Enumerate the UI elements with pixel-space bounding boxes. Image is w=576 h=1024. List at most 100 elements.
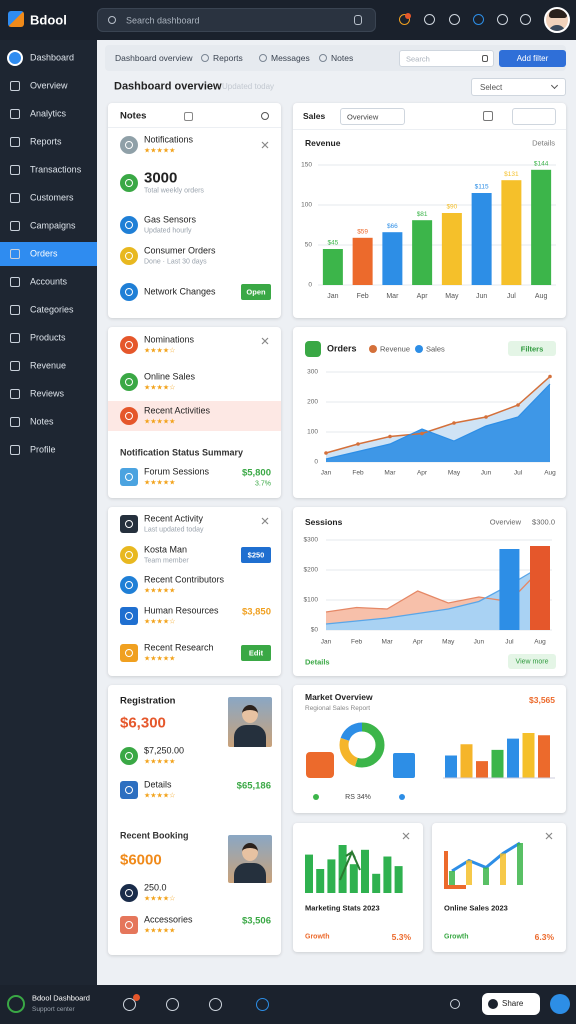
sidebar-item[interactable]: Transactions xyxy=(0,158,97,182)
sidebar: Dashboard Overview Analytics Reports Transac… xyxy=(0,40,97,985)
item-sub: ★★★★☆ xyxy=(144,384,176,392)
footer-icon[interactable] xyxy=(256,998,269,1011)
chart-title: Orders xyxy=(327,343,357,354)
item-badge[interactable]: Open xyxy=(241,284,271,300)
item-value: $5,800 xyxy=(241,467,271,479)
footer-icon[interactable] xyxy=(166,998,179,1011)
search-box[interactable]: Search dashboard xyxy=(97,8,376,32)
legend-label: Sales xyxy=(426,344,445,354)
sidebar-icon xyxy=(10,221,20,231)
card-header: Notes xyxy=(120,110,147,122)
card: Market Overview Regional Sales Report $3,5… xyxy=(293,685,566,813)
button-label: Share xyxy=(502,999,524,1008)
item-icon xyxy=(120,468,138,486)
top-icon[interactable] xyxy=(473,14,484,25)
top-icon[interactable] xyxy=(449,14,460,25)
sidebar-item[interactable]: Orders xyxy=(0,242,97,266)
filter-button[interactable]: Add filter xyxy=(499,50,566,67)
badge-label: Filters xyxy=(520,343,544,353)
item-badge[interactable]: $250 xyxy=(241,547,271,563)
item-icon xyxy=(120,576,138,594)
photo xyxy=(228,835,272,883)
sidebar-icon xyxy=(10,305,20,315)
sidebar-item[interactable]: Dashboard xyxy=(0,46,97,70)
sidebar-item[interactable]: Profile xyxy=(0,438,97,462)
sidebar-item[interactable]: Products xyxy=(0,326,97,350)
fab[interactable] xyxy=(550,994,570,1014)
chart-total: $3,565 xyxy=(529,694,555,705)
item-value: $3,506 xyxy=(241,915,271,927)
share-button[interactable]: Share xyxy=(482,993,540,1015)
footer-logo xyxy=(7,995,25,1013)
sidebar-item[interactable]: Overview xyxy=(0,74,97,98)
section-title: Recent Booking xyxy=(120,830,189,841)
item-title: Details xyxy=(144,779,172,790)
sidebar-label: Notes xyxy=(30,416,54,427)
sidebar-icon xyxy=(10,361,20,371)
tab[interactable]: Messages xyxy=(271,52,310,63)
top-icon[interactable] xyxy=(497,14,508,25)
item-title: Kosta Man xyxy=(144,544,188,555)
card: Nominations ★★★★☆ Online Sales ★★★★☆ Recent … xyxy=(108,327,281,498)
item-title: $6,300 xyxy=(120,714,166,732)
section-title: Notification Status Summary xyxy=(120,447,244,458)
brand: Bdool xyxy=(30,12,67,28)
tab[interactable]: Notes xyxy=(331,52,354,63)
divider xyxy=(108,127,281,128)
badge-label: $250 xyxy=(247,550,265,560)
footer-search[interactable] xyxy=(450,999,460,1009)
page-subtitle: Updated today xyxy=(222,82,275,91)
item-title: $7,250.00 xyxy=(144,745,185,756)
chart-badge[interactable]: Filters xyxy=(508,341,556,356)
sidebar-item[interactable]: Notes xyxy=(0,410,97,434)
card: Recent Activity Last updated today Kosta M… xyxy=(108,507,281,676)
sidebar-item[interactable]: Reviews xyxy=(0,382,97,406)
item-sub: Total weekly orders xyxy=(144,187,204,195)
sidebar-item[interactable]: Accounts xyxy=(0,270,97,294)
sidebar-item[interactable]: Reports xyxy=(0,130,97,154)
item-icon-glyph xyxy=(125,520,133,528)
sidebar-icon xyxy=(10,389,20,399)
chart-legend: Details xyxy=(532,138,555,148)
badge-label: Open xyxy=(246,287,266,297)
photo-body xyxy=(234,863,266,883)
top-icon[interactable] xyxy=(520,14,531,25)
item-icon xyxy=(120,216,138,234)
item-value: $3,850 xyxy=(241,606,271,618)
photo-head xyxy=(242,843,258,861)
photo-head xyxy=(242,705,258,723)
card: Sessions Overview $300.0 Details View more xyxy=(293,507,566,676)
sidebar-item[interactable]: Analytics xyxy=(0,102,97,126)
top-icon[interactable] xyxy=(399,14,410,25)
item-icon-glyph xyxy=(125,612,133,620)
tab[interactable]: Dashboard overview xyxy=(115,52,193,63)
footer-icon[interactable] xyxy=(123,998,136,1011)
footer-icon[interactable] xyxy=(209,998,222,1011)
chart-footer: Details xyxy=(305,657,330,667)
sidebar-item[interactable]: Customers xyxy=(0,186,97,210)
tab[interactable]: Reports xyxy=(213,52,243,63)
avatar[interactable] xyxy=(544,7,570,33)
sidebar-item[interactable]: Revenue xyxy=(0,354,97,378)
item-badge[interactable]: Edit xyxy=(241,645,271,661)
sidebar-item[interactable]: Categories xyxy=(0,298,97,322)
item-icon xyxy=(120,546,138,564)
item-icon-glyph xyxy=(125,412,133,420)
sidebar-label: Reviews xyxy=(30,388,65,399)
item-icon xyxy=(120,336,138,354)
chart-select[interactable]: Overview xyxy=(340,108,405,125)
filter-input[interactable]: Search xyxy=(399,50,494,67)
select[interactable]: Select xyxy=(471,78,566,96)
top-icon[interactable] xyxy=(424,14,435,25)
chart-button[interactable]: View more xyxy=(508,654,556,669)
chart-title: Market Overview xyxy=(305,691,373,702)
card-value: 6.3% xyxy=(534,931,554,942)
item-icon-glyph xyxy=(125,179,133,187)
sidebar-item[interactable]: Campaigns xyxy=(0,214,97,238)
item-icon-glyph xyxy=(125,921,133,929)
sidebar-icon xyxy=(10,333,20,343)
item-icon-glyph xyxy=(125,889,133,897)
card-value: 5.3% xyxy=(391,931,411,942)
item-sub: ★★★★☆ xyxy=(144,618,176,626)
